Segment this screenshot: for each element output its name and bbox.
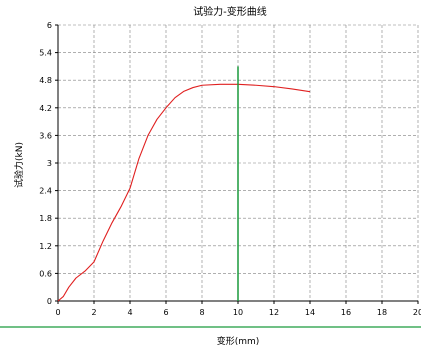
y-tick-label: 1.8 — [39, 214, 52, 223]
x-tick-label: 2 — [91, 308, 96, 317]
y-tick-label: 0.6 — [39, 269, 52, 278]
x-tick-label: 20 — [413, 308, 421, 317]
y-axis-label: 试验力(kN) — [13, 142, 25, 188]
x-tick-label: 14 — [305, 308, 315, 317]
y-tick-label: 4.2 — [39, 104, 52, 113]
x-tick-label: 8 — [199, 308, 204, 317]
y-tick-label: 4.8 — [39, 76, 52, 85]
axes — [55, 24, 419, 304]
x-tick-label: 10 — [233, 308, 243, 317]
chart-title: 试验力-变形曲线 — [193, 5, 267, 18]
force-curve-line — [57, 83, 311, 302]
y-tick-label: 5.4 — [39, 49, 52, 58]
y-tick-label: 1.2 — [39, 242, 52, 251]
y-tick-label: 0 — [47, 297, 52, 306]
x-tick-label: 6 — [163, 308, 168, 317]
y-tick-label: 3 — [47, 159, 52, 168]
y-tick-label: 6 — [47, 21, 52, 30]
x-tick-label: 0 — [55, 308, 60, 317]
x-axis-label: 变形(mm) — [217, 335, 260, 347]
x-tick-label: 4 — [127, 308, 132, 317]
tick-labels: 0 2 4 6 8 10 12 14 16 18 20 0 0.6 1.2 1.8 2.4 3 3.6 4.2 4.8… — [39, 21, 421, 317]
series — [57, 66, 311, 302]
y-tick-label: 2.4 — [39, 187, 52, 196]
y-tick-label: 3.6 — [39, 131, 52, 140]
x-tick-label: 16 — [341, 308, 351, 317]
x-tick-label: 18 — [377, 308, 387, 317]
x-tick-label: 12 — [269, 308, 279, 317]
